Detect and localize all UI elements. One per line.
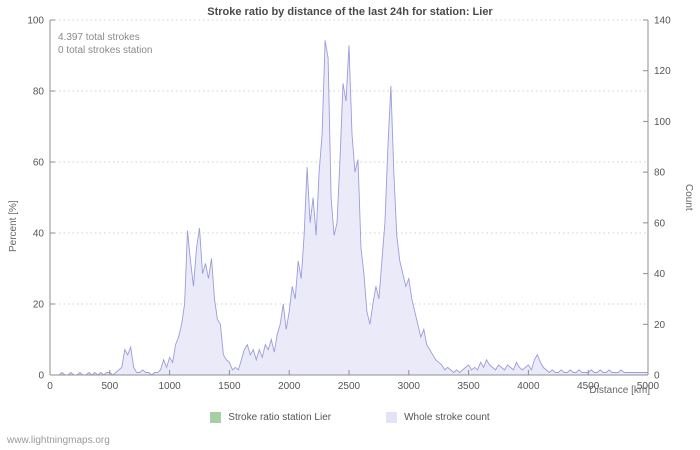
svg-text:1000: 1000 <box>158 381 181 392</box>
svg-text:80: 80 <box>654 168 666 179</box>
svg-text:3000: 3000 <box>398 381 421 392</box>
x-axis-label: Distance [km] <box>589 385 650 396</box>
svg-text:0: 0 <box>38 371 44 382</box>
svg-text:5000: 5000 <box>637 381 660 392</box>
svg-text:500: 500 <box>101 381 118 392</box>
svg-text:80: 80 <box>33 87 45 98</box>
svg-text:4500: 4500 <box>577 381 600 392</box>
svg-text:3500: 3500 <box>457 381 480 392</box>
svg-text:20: 20 <box>33 300 45 311</box>
legend-label-stroke-count: Whole stroke count <box>404 412 490 423</box>
stroke-count-swatch <box>386 412 398 423</box>
legend-item-stroke-count: Whole stroke count <box>386 412 490 423</box>
site-credit: www.lightningmaps.org <box>7 435 110 446</box>
chart-title: Stroke ratio by distance of the last 24h… <box>207 6 493 18</box>
station-ratio-swatch <box>210 412 222 423</box>
svg-text:100: 100 <box>654 117 671 128</box>
legend-item-station-ratio: Stroke ratio station Lier <box>210 412 331 423</box>
svg-text:2500: 2500 <box>338 381 361 392</box>
svg-text:140: 140 <box>654 16 671 27</box>
svg-text:40: 40 <box>654 269 666 280</box>
svg-text:2000: 2000 <box>278 381 301 392</box>
total-strokes-station-line: 0 total strokes station <box>58 45 153 56</box>
svg-text:0: 0 <box>47 381 53 392</box>
legend-label-station-ratio: Stroke ratio station Lier <box>228 412 332 423</box>
svg-text:20: 20 <box>654 320 666 331</box>
left-axis-label: Percent [%] <box>8 200 19 252</box>
total-strokes-annotation: 4.397 total strokes 0 total strokes stat… <box>58 31 153 57</box>
total-strokes-line: 4.397 total strokes <box>58 32 140 43</box>
svg-text:40: 40 <box>33 229 45 240</box>
svg-text:1500: 1500 <box>218 381 241 392</box>
svg-text:60: 60 <box>654 218 666 229</box>
legend: Stroke ratio station Lier Whole stroke c… <box>0 412 700 423</box>
svg-text:0: 0 <box>654 371 660 382</box>
svg-text:120: 120 <box>654 66 671 77</box>
right-axis-label: Count <box>683 184 694 211</box>
svg-text:4000: 4000 <box>517 381 540 392</box>
svg-text:100: 100 <box>27 16 44 27</box>
svg-text:60: 60 <box>33 158 45 169</box>
